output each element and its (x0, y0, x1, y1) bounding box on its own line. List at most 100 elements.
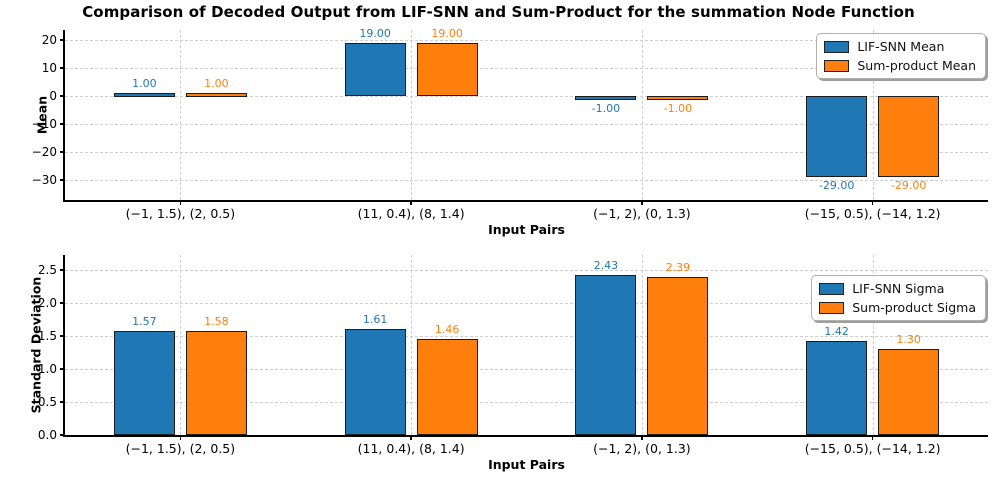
x-tick-mark (410, 200, 412, 205)
bar (575, 274, 637, 435)
x-tick-mark (179, 435, 182, 440)
x-axis-label: Input Pairs (488, 222, 565, 237)
bar (185, 330, 247, 435)
bar-value-label: 1.00 (132, 77, 157, 91)
y-tick-mark (60, 151, 65, 153)
legend-label: Sum-product Mean (857, 58, 976, 73)
bar-value-label: -1.00 (591, 101, 621, 115)
gridline-vertical (641, 255, 643, 435)
y-tick-mark (60, 179, 65, 181)
bar-value-label: 2.39 (665, 261, 691, 275)
y-tick-mark (60, 269, 65, 271)
bar-value-label: 1.61 (362, 312, 388, 326)
y-axis-spine (63, 30, 65, 202)
y-tick-mark (60, 368, 65, 370)
gridline-vertical (180, 30, 182, 200)
gridline-vertical (641, 30, 643, 200)
bar (647, 95, 709, 100)
gridline-horizontal (65, 40, 988, 42)
ytick-label: −10 (31, 116, 57, 131)
legend-label: LIF-SNN Mean (857, 39, 945, 54)
ytick-label: −30 (31, 172, 57, 187)
bar (575, 95, 637, 100)
bar-value-label: -29.00 (890, 179, 927, 193)
bar (806, 95, 868, 178)
y-tick-mark (60, 67, 65, 69)
ytick-label: 0.5 (37, 395, 57, 410)
x-tick-mark (871, 200, 874, 205)
legend-item: Sum-product Mean (824, 57, 976, 74)
gridline-vertical (411, 30, 413, 200)
y-tick-mark (60, 123, 65, 125)
bar (113, 331, 175, 435)
bar-value-label: 19.00 (431, 26, 463, 40)
bar-value-label: 2.43 (593, 258, 619, 272)
bar-value-label: 19.00 (359, 26, 391, 40)
xtick-label: (−15, 0.5), (−14, 1.2) (804, 206, 941, 221)
y-tick-mark (60, 335, 65, 337)
bar-value-label: 1.57 (132, 315, 157, 329)
xtick-label: (−1, 2), (0, 1.3) (593, 206, 691, 221)
bar-value-label: -29.00 (818, 179, 855, 193)
ytick-label: −20 (31, 144, 57, 159)
gridline-horizontal (65, 151, 988, 153)
y-tick-mark (60, 302, 65, 304)
y-axis-label: Mean (34, 95, 50, 135)
ytick-label: 0 (49, 88, 57, 103)
legend-swatch (819, 301, 845, 314)
legend-label: LIF-SNN Sigma (852, 281, 945, 296)
y-tick-mark (60, 401, 65, 403)
x-tick-mark (641, 435, 643, 440)
y-tick-mark (60, 39, 65, 41)
x-tick-mark (871, 435, 874, 440)
bar (416, 338, 478, 435)
y-axis-spine (63, 255, 65, 437)
figure-title: Comparison of Decoded Output from LIF-SN… (82, 3, 915, 21)
gridline-vertical (872, 255, 874, 435)
legend-item: Sum-product Sigma (819, 299, 976, 316)
bar (185, 93, 247, 98)
legend-swatch (824, 59, 850, 72)
gridline-horizontal (65, 95, 988, 97)
y-tick-mark (60, 95, 65, 97)
xtick-label: (−1, 1.5), (2, 0.5) (125, 206, 236, 221)
legend-swatch (819, 282, 845, 295)
ytick-label: 2.0 (37, 296, 57, 311)
bar (878, 95, 940, 178)
gridline-horizontal (65, 402, 988, 404)
x-axis-spine (63, 200, 988, 202)
ytick-label: 20 (41, 33, 57, 48)
bar (806, 341, 868, 435)
ytick-label: 1.5 (37, 329, 57, 344)
bar-value-label: 1.46 (434, 322, 460, 336)
gridline-horizontal (65, 68, 988, 70)
legend: LIF-SNN Mean Sum-product Mean (816, 33, 986, 79)
x-tick-mark (179, 200, 182, 205)
legend-item: LIF-SNN Mean (824, 38, 976, 55)
xtick-label: (11, 0.4), (8, 1.4) (357, 441, 465, 456)
x-tick-mark (410, 435, 412, 440)
legend-item: LIF-SNN Sigma (819, 280, 976, 297)
ytick-label: 2.5 (37, 263, 57, 278)
bar-value-label: 1.30 (896, 333, 921, 347)
ytick-label: 1.0 (37, 362, 57, 377)
bar (878, 349, 940, 435)
bar (344, 328, 406, 435)
gridline-horizontal (65, 336, 988, 338)
xtick-label: (−1, 2), (0, 1.3) (593, 441, 691, 456)
gridline-vertical (180, 255, 182, 435)
x-axis-label: Input Pairs (488, 457, 565, 472)
gridline-horizontal (65, 369, 988, 371)
x-axis-spine (63, 435, 988, 437)
bar (647, 277, 709, 435)
gridline-horizontal (65, 179, 988, 181)
bar-value-label: 1.42 (824, 325, 849, 339)
bar (113, 93, 175, 98)
gridline-horizontal (65, 123, 988, 125)
gridline-horizontal (65, 270, 988, 272)
legend-swatch (824, 40, 850, 53)
bar-value-label: 1.58 (204, 314, 229, 328)
xtick-label: (−15, 0.5), (−14, 1.2) (804, 441, 941, 456)
x-tick-mark (641, 200, 643, 205)
